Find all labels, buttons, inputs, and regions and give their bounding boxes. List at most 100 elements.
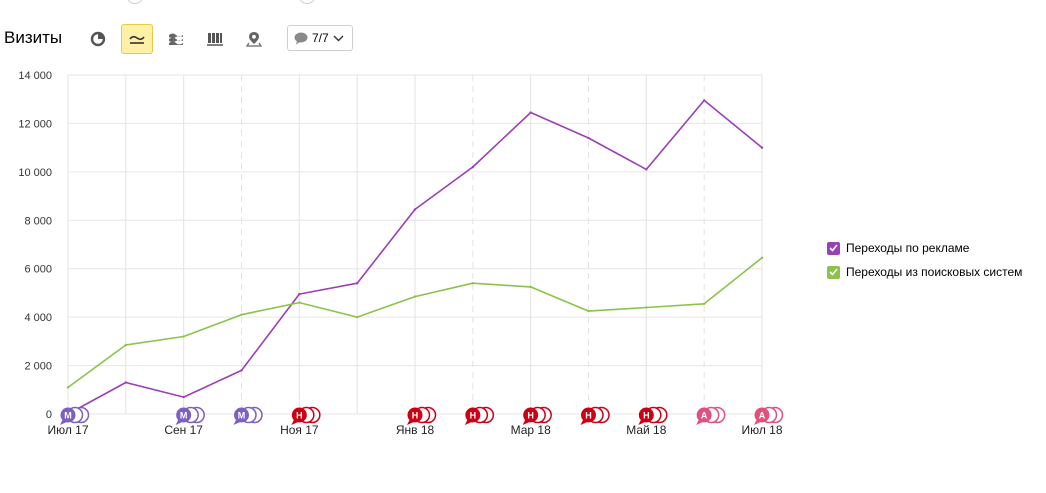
y-tick-label: 4 000 — [24, 312, 52, 324]
marker-letter: Н — [470, 411, 477, 421]
annotation-marker: А — [696, 406, 726, 425]
pie-chart-button[interactable] — [82, 24, 114, 54]
marker-letter: Н — [527, 411, 534, 421]
column-chart-button[interactable] — [199, 24, 231, 54]
marker-front — [234, 407, 249, 423]
annotations-count: 7/7 — [312, 31, 329, 45]
chart-legend: Переходы по рекламе Переходы из поисковых… — [827, 236, 1022, 284]
data-point — [645, 306, 648, 309]
marker-front — [176, 407, 192, 423]
legend-label: Переходы по рекламе — [846, 241, 970, 255]
data-point — [124, 381, 128, 384]
map-button[interactable] — [238, 24, 270, 54]
annotation-marker: М — [60, 406, 90, 425]
marker-front — [754, 407, 770, 423]
data-point — [240, 369, 243, 372]
chart-title: Визиты — [4, 28, 63, 47]
line-chart-icon — [129, 35, 145, 44]
annotation-marker: А — [754, 406, 784, 425]
annotation-marker: Н — [580, 406, 610, 425]
annotation-marker: Н — [291, 406, 321, 425]
annotation-marker: Н — [522, 406, 552, 425]
line-chart-button[interactable] — [121, 24, 153, 54]
legend-item[interactable]: Переходы по рекламе — [827, 236, 1022, 260]
legend-item[interactable]: Переходы из поисковых систем — [827, 260, 1022, 284]
annotation-marker: М — [233, 406, 263, 425]
marker-letter: А — [759, 411, 766, 421]
data-point — [587, 136, 590, 140]
annotation-marker: М — [175, 406, 205, 425]
y-tick-label: 0 — [46, 409, 52, 421]
data-point — [124, 343, 128, 347]
data-point — [702, 302, 706, 306]
marker-front — [696, 407, 712, 423]
legend-checkbox-icon[interactable] — [827, 265, 840, 279]
annotation-marker: Н — [407, 406, 437, 425]
data-point — [413, 208, 417, 211]
column-chart-icon — [207, 33, 223, 46]
data-point — [182, 335, 185, 338]
marker-front — [465, 407, 481, 423]
annotation-marker: Н — [464, 406, 495, 425]
top-partial-control — [126, 0, 144, 4]
data-point — [355, 315, 359, 319]
marker-letter: М — [64, 411, 72, 421]
data-point — [471, 282, 475, 285]
top-partial-control — [298, 0, 316, 4]
data-point — [182, 395, 185, 399]
annotation-marker: Н — [638, 406, 668, 425]
x-tick-label: Ноя 17 — [280, 423, 319, 437]
y-tick-label: 10 000 — [18, 167, 52, 179]
grid — [67, 74, 763, 415]
marker-letter: Н — [296, 411, 303, 421]
marker-letter: Н — [585, 411, 592, 421]
area-chart-button[interactable] — [160, 24, 192, 54]
line-chart: 0 2 000 4 000 6 000 8 000 10 000 12 000 14 000 И… — [18, 70, 784, 437]
data-point — [587, 309, 590, 313]
marker-letter: М — [238, 411, 246, 421]
data-point — [240, 313, 243, 316]
marker-front — [638, 407, 654, 423]
x-tick-label: Мар 18 — [511, 423, 551, 437]
data-point — [645, 168, 648, 171]
pie-chart-icon — [90, 31, 106, 47]
data-point — [529, 111, 532, 114]
data-point — [529, 285, 532, 289]
marker-front — [581, 407, 596, 423]
y-tick-label: 14 000 — [18, 70, 52, 82]
marker-letter: М — [180, 411, 188, 421]
x-tick-label: Июл 17 — [47, 423, 88, 437]
legend-checkbox-icon[interactable] — [827, 241, 840, 255]
marker-letter: А — [701, 411, 708, 421]
marker-front — [523, 407, 539, 423]
x-tick-label: Сен 17 — [164, 423, 203, 437]
y-tick-label: 2 000 — [24, 361, 52, 373]
data-point — [760, 146, 764, 149]
legend-label: Переходы из поисковых систем — [846, 265, 1023, 279]
x-tick-label: Май 18 — [626, 423, 667, 437]
x-tick-label: Янв 18 — [396, 423, 435, 437]
data-point — [760, 256, 764, 260]
y-tick-label: 8 000 — [24, 215, 52, 227]
data-point — [66, 386, 70, 389]
chart-toolbar: Визиты — [0, 24, 400, 56]
x-tick-label: Июл 18 — [741, 423, 782, 437]
marker-letter: Н — [643, 411, 650, 421]
data-point — [298, 292, 301, 296]
marker-front — [407, 407, 423, 423]
map-icon — [246, 32, 262, 47]
marker-front — [291, 407, 307, 423]
y-tick-label: 6 000 — [24, 264, 52, 276]
annotations-dropdown[interactable]: 7/7 — [287, 25, 353, 51]
marker-front — [60, 407, 76, 423]
chevron-down-icon — [333, 35, 344, 41]
data-point — [413, 295, 417, 298]
data-point — [298, 301, 301, 304]
y-tick-label: 12 000 — [18, 118, 52, 130]
data-point — [702, 99, 706, 102]
data-point — [471, 165, 475, 169]
area-chart-icon — [169, 33, 183, 45]
marker-letter: Н — [412, 411, 419, 421]
data-point — [355, 282, 359, 285]
comment-icon — [294, 32, 308, 44]
